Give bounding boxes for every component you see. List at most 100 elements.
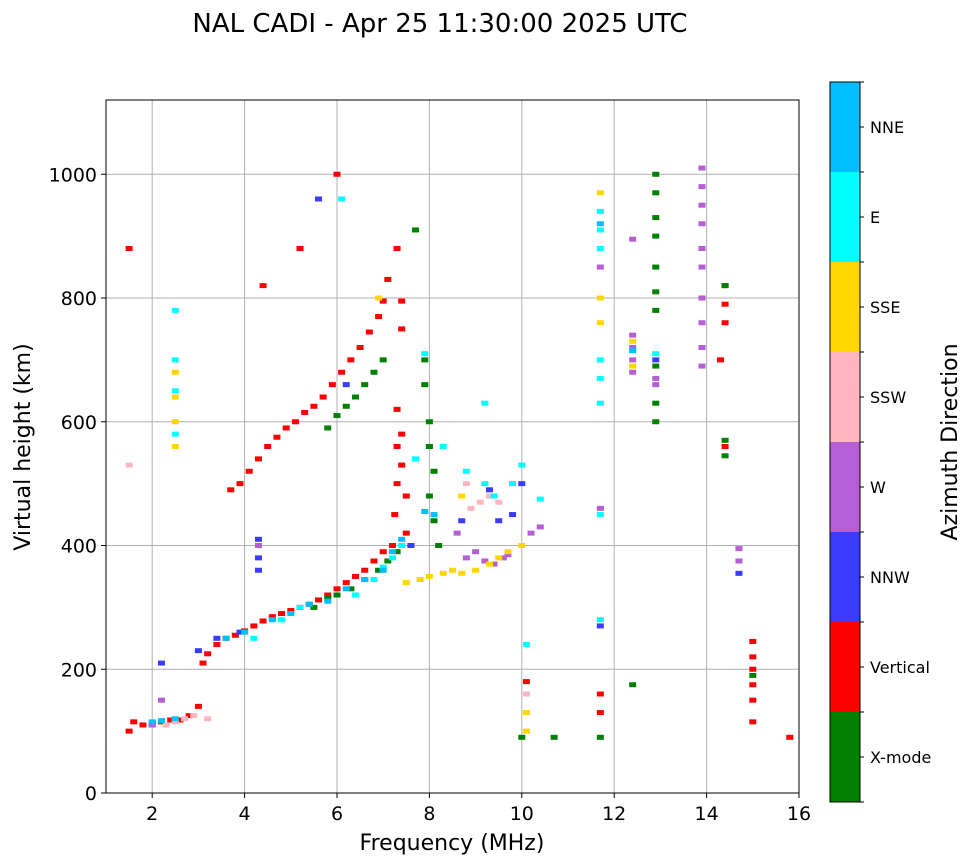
echo-point xyxy=(301,409,309,415)
echo-point xyxy=(338,369,346,375)
echo-point xyxy=(652,419,660,425)
echo-point xyxy=(652,171,660,177)
echo-point xyxy=(522,728,530,734)
echo-point xyxy=(398,326,406,332)
echo-point xyxy=(596,617,604,623)
echo-point xyxy=(652,357,660,363)
echo-point xyxy=(125,728,133,734)
plot-frame xyxy=(105,99,800,794)
echo-point xyxy=(425,419,433,425)
echo-point xyxy=(282,425,290,431)
colorbar-label: E xyxy=(870,208,880,227)
x-tick-label: 6 xyxy=(331,803,343,825)
echo-point xyxy=(241,629,249,635)
colorbar-segment xyxy=(830,712,860,802)
colorbar-label: NNW xyxy=(870,568,910,587)
echo-point xyxy=(421,351,429,357)
echo-point xyxy=(485,487,493,493)
echo-point xyxy=(333,413,341,419)
echo-point xyxy=(328,382,336,388)
echo-point xyxy=(462,481,470,487)
echo-point xyxy=(171,716,179,722)
echo-point xyxy=(439,444,447,449)
echo-point xyxy=(176,717,184,723)
echo-point xyxy=(227,487,235,493)
echo-point xyxy=(250,635,258,641)
y-tick-label: 400 xyxy=(61,536,97,558)
data-marks xyxy=(125,165,794,740)
echo-point xyxy=(749,654,757,660)
echo-point xyxy=(171,719,179,725)
echo-point xyxy=(550,734,558,740)
echo-point xyxy=(171,431,179,437)
colorbar-label: SSW xyxy=(870,388,906,407)
echo-point xyxy=(458,518,466,524)
echo-point xyxy=(786,734,794,740)
series-nne xyxy=(148,221,637,725)
echo-point xyxy=(721,444,729,449)
grid-lines xyxy=(106,100,800,794)
echo-point xyxy=(204,716,212,722)
echo-point xyxy=(698,184,706,190)
echo-point xyxy=(379,567,387,573)
echo-point xyxy=(596,375,604,381)
echo-point xyxy=(398,462,406,468)
colorbar-label: SSE xyxy=(870,298,900,317)
echo-point xyxy=(259,283,267,289)
x-tick-label: 14 xyxy=(695,803,719,825)
echo-point xyxy=(596,190,604,196)
echo-point xyxy=(204,651,212,657)
echo-point xyxy=(629,332,637,338)
echo-point xyxy=(652,289,660,295)
echo-point xyxy=(167,717,175,723)
echo-point xyxy=(652,375,660,381)
echo-point xyxy=(125,462,133,468)
echo-point xyxy=(430,512,438,518)
echo-point xyxy=(476,499,484,505)
echo-point xyxy=(596,512,604,518)
echo-point xyxy=(315,597,323,603)
echo-point xyxy=(721,453,729,459)
echo-point xyxy=(254,567,262,573)
echo-point xyxy=(449,567,456,573)
echo-point xyxy=(361,382,369,388)
echo-point xyxy=(721,320,729,326)
echo-point xyxy=(157,697,165,703)
y-tick-label: 600 xyxy=(61,412,97,434)
echo-point xyxy=(522,710,530,716)
colorbar-label: X-mode xyxy=(870,748,931,767)
echo-point xyxy=(171,394,179,400)
echo-point xyxy=(596,505,604,511)
echo-point xyxy=(250,623,258,629)
echo-point xyxy=(310,403,318,409)
echo-point xyxy=(254,456,262,462)
echo-point xyxy=(333,171,341,177)
echo-point xyxy=(518,543,526,548)
echo-point xyxy=(490,561,498,567)
colorbar-segment xyxy=(830,82,860,172)
echo-point xyxy=(518,462,526,468)
echo-point xyxy=(499,555,507,561)
echo-point xyxy=(199,660,207,666)
colorbar-label: Vertical xyxy=(870,658,930,677)
echo-point xyxy=(222,635,230,641)
echo-point xyxy=(273,434,281,440)
echo-point xyxy=(596,734,604,740)
echo-point xyxy=(652,264,660,270)
echo-point xyxy=(391,512,399,518)
echo-point xyxy=(245,468,253,474)
echo-point xyxy=(698,295,706,301)
echo-point xyxy=(365,329,373,335)
echo-point xyxy=(430,468,438,474)
echo-point xyxy=(287,611,295,617)
echo-point xyxy=(333,586,341,592)
echo-point xyxy=(402,580,410,586)
echo-point xyxy=(398,543,406,548)
echo-point xyxy=(721,301,729,307)
colorbar: X-mode Vertical NNW W SSW SSE E NNE xyxy=(829,81,931,803)
echo-point xyxy=(379,564,387,570)
echo-point xyxy=(393,246,401,251)
echo-point xyxy=(324,598,332,604)
echo-point xyxy=(698,320,706,326)
